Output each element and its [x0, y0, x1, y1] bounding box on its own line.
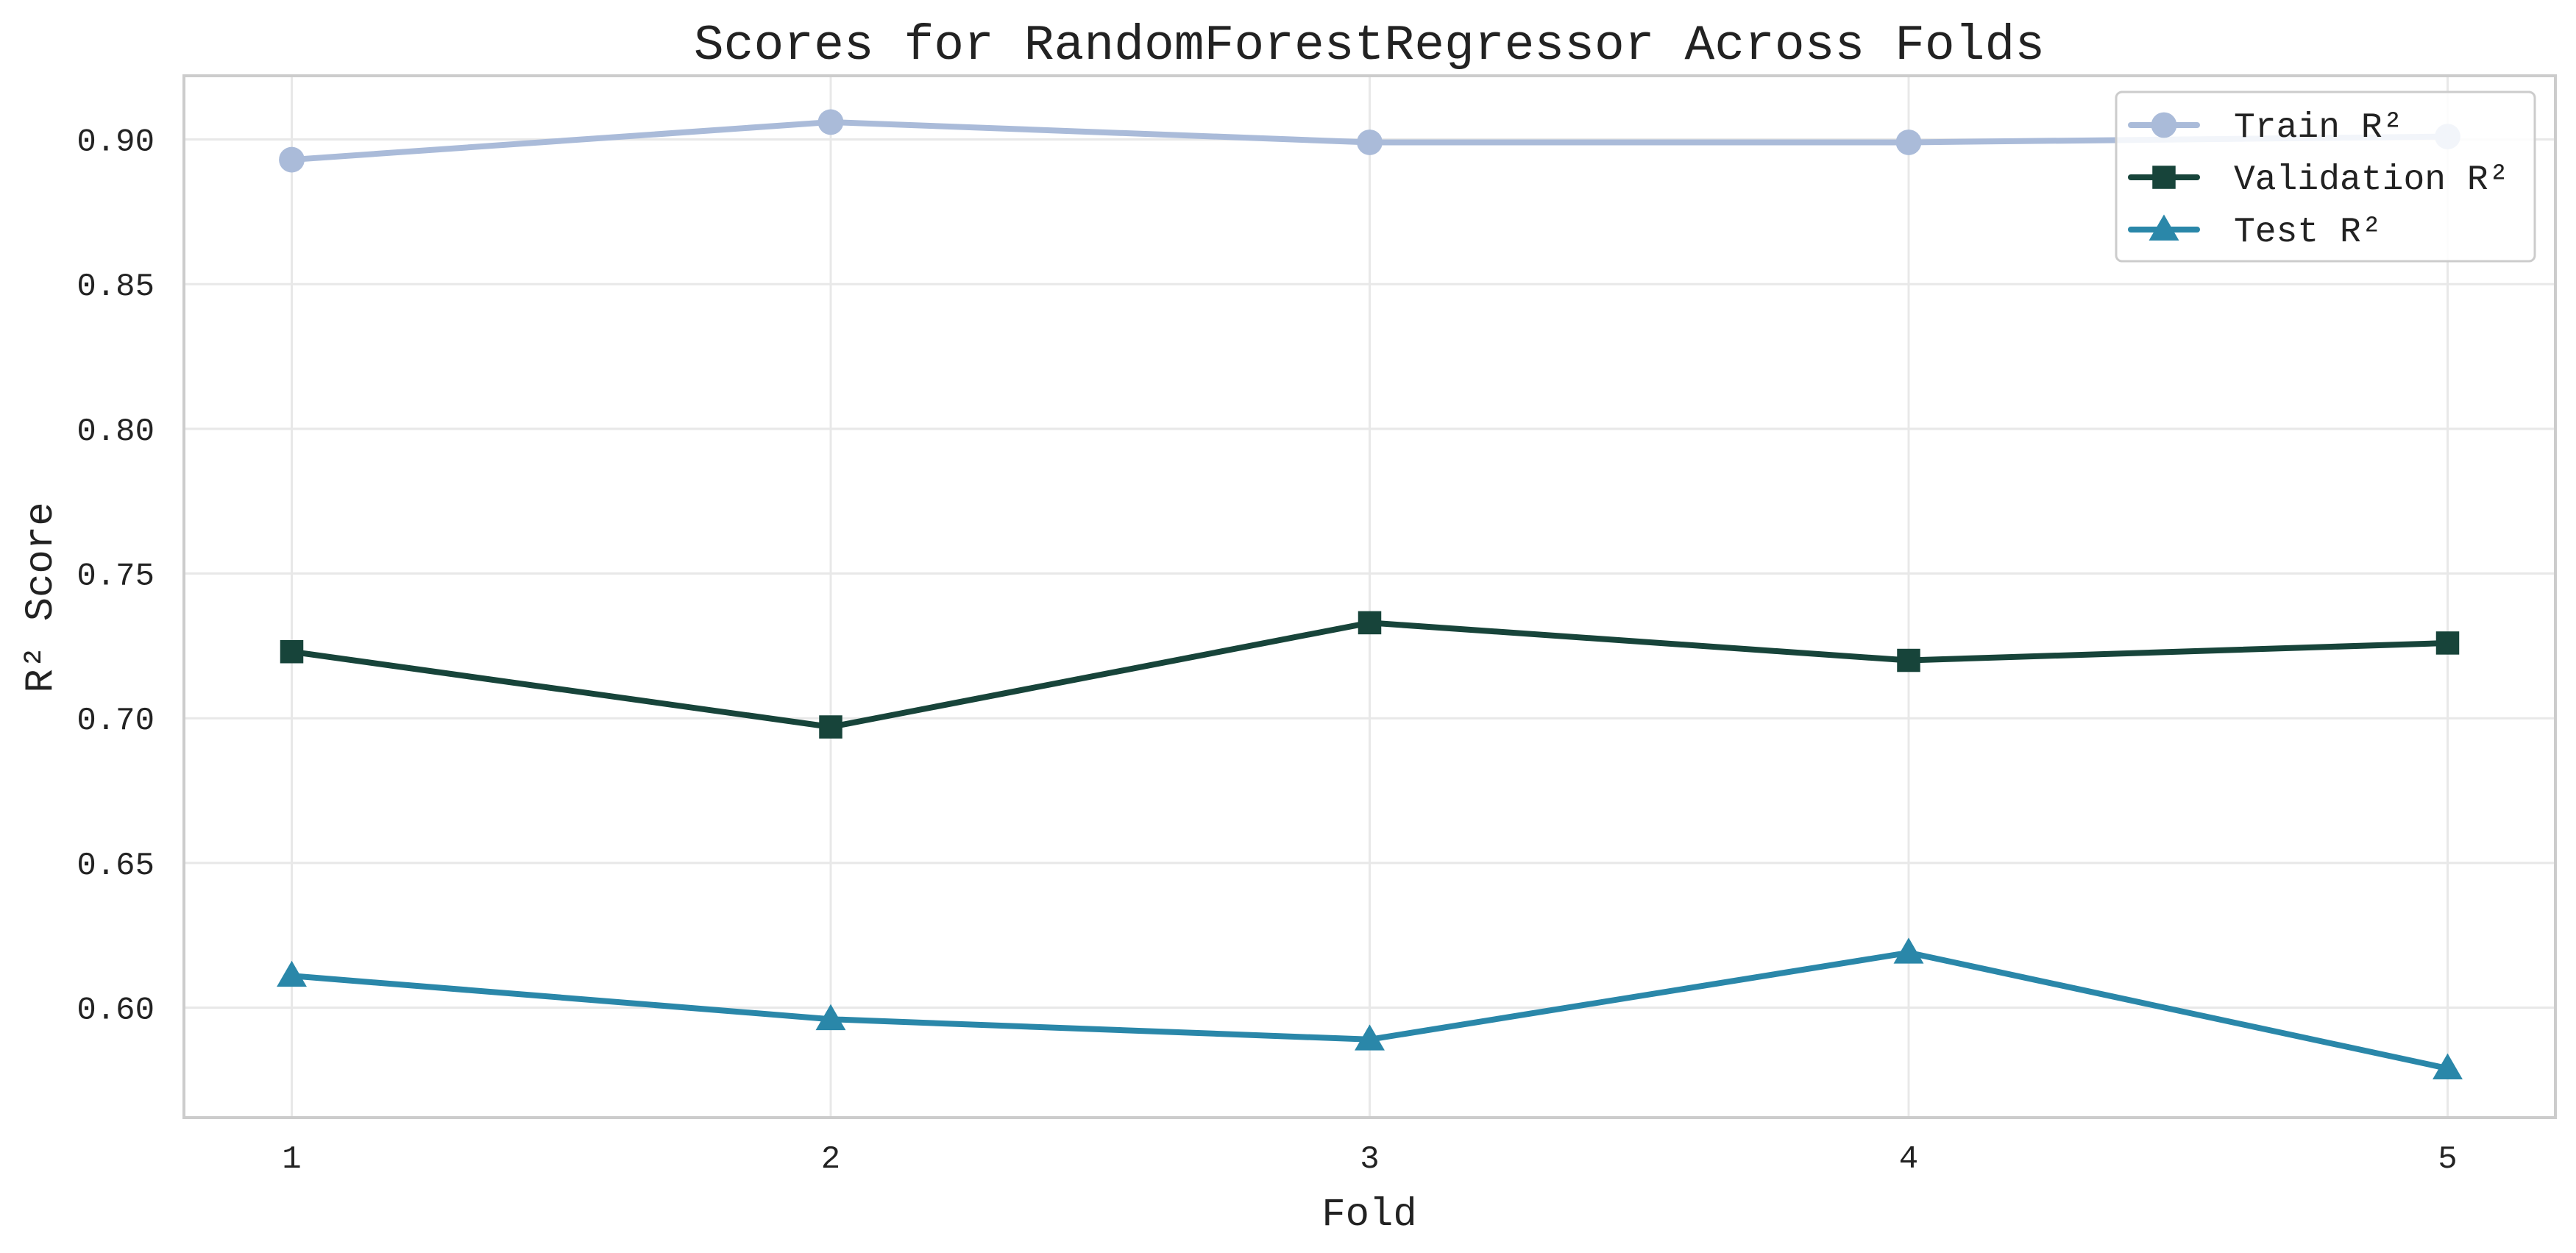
y-tick-label: 0.85 [77, 269, 155, 305]
data-point-square [2435, 631, 2460, 655]
legend-marker-square [2152, 166, 2176, 189]
data-point-square [1897, 648, 1920, 672]
data-point-square [819, 715, 842, 739]
x-tick-label: 1 [282, 1141, 301, 1178]
data-point-triangle [277, 960, 307, 987]
series-square [280, 611, 2460, 739]
plot-frame [182, 74, 2557, 1119]
data-point-triangle [1355, 1024, 1385, 1051]
data-point-square [1358, 611, 1382, 635]
legend-marker-triangle [2149, 214, 2179, 241]
x-tick-label: 3 [1360, 1141, 1379, 1178]
legend-box [2115, 90, 2536, 263]
y-tick-label: 0.65 [77, 848, 155, 884]
legend: Train R² Validation R² Test R² [2115, 90, 2536, 263]
y-tick-label: 0.90 [77, 124, 155, 161]
x-axis-label: Fold [1321, 1193, 1417, 1238]
x-tick-label: 2 [821, 1141, 840, 1178]
legend-label-circle: Train R² [2234, 108, 2403, 148]
data-point-circle [1895, 129, 1922, 155]
data-point-circle [279, 146, 305, 173]
data-point-triangle [2433, 1053, 2463, 1079]
y-tick-label: 0.70 [77, 703, 155, 739]
data-point-circle [817, 109, 844, 135]
series-triangle [277, 937, 2463, 1079]
data-point-triangle [1893, 937, 1924, 964]
series-layer [277, 109, 2463, 1079]
y-tick-label: 0.80 [77, 413, 155, 450]
ticks-layer: 0.60 0.65 0.70 0.75 0.80 0.85 0.90 1 2 3 4 5 [77, 124, 2457, 1178]
x-tick-label: 5 [2438, 1141, 2457, 1178]
y-tick-label: 0.75 [77, 558, 155, 595]
y-axis-label: R² Score [19, 502, 64, 692]
data-point-square [280, 639, 304, 664]
legend-label-triangle: Test R² [2234, 213, 2382, 252]
chart-title: Scores for RandomForestRegressor Across … [694, 18, 2045, 74]
data-point-triangle [815, 1004, 846, 1031]
y-tick-label: 0.60 [77, 993, 155, 1029]
legend-label-square: Validation R² [2234, 160, 2509, 200]
x-tick-label: 4 [1899, 1141, 1918, 1178]
legend-marker-circle [2151, 112, 2177, 138]
data-point-circle [1357, 129, 1383, 155]
